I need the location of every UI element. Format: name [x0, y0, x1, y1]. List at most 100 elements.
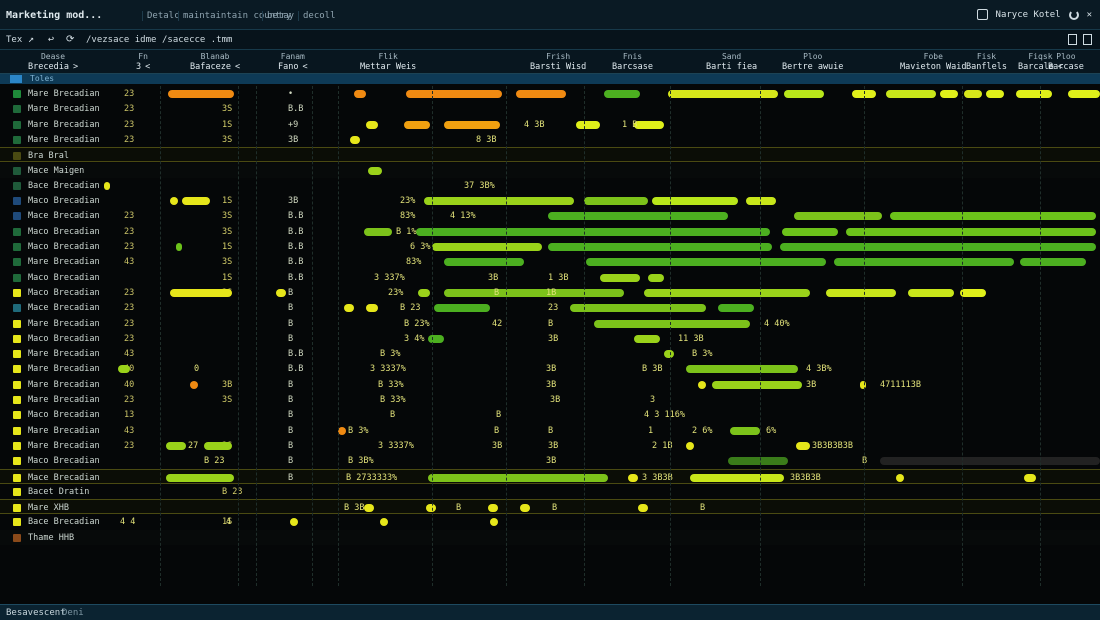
timeline-bar[interactable] [434, 304, 490, 312]
timeline-bar[interactable] [834, 258, 1014, 266]
close-icon[interactable]: ✕ [1086, 9, 1092, 20]
timeline-bar[interactable] [368, 167, 382, 175]
timeline-bar[interactable] [350, 136, 360, 144]
column-header-12[interactable]: Fiqsk Barcale < [1018, 52, 1063, 72]
user-label[interactable]: Naryce Kotel [995, 9, 1061, 20]
table-row[interactable]: Maco Brecadian 23 B 3 4% 3B 11 3B [0, 331, 1100, 346]
sort-caret-icon[interactable]: < [145, 62, 151, 72]
timeline-bar[interactable] [364, 228, 392, 236]
table-row[interactable]: Mare Brecadian40B.B03 3337%3BB 3B4 3B% [0, 361, 1100, 376]
back-icon[interactable]: ↩ [48, 34, 55, 45]
save-icon[interactable] [1068, 34, 1077, 45]
row-checkbox[interactable] [13, 442, 21, 450]
column-header-2[interactable]: Fn 3 < [136, 52, 150, 72]
timeline-bar[interactable] [668, 90, 778, 98]
timeline-bar[interactable] [406, 90, 502, 98]
window-icon[interactable] [976, 9, 988, 20]
timeline-bar[interactable] [686, 365, 798, 373]
row-checkbox[interactable] [13, 411, 21, 419]
row-checkbox[interactable] [13, 518, 21, 526]
column-header-13[interactable]: Ploo Barcase [1048, 52, 1084, 72]
timeline-bar[interactable] [170, 197, 178, 205]
path-2[interactable]: /sacecce .tmm [162, 35, 233, 45]
timeline-bar[interactable] [586, 258, 826, 266]
column-header-5[interactable]: Flik Mettar Weis [360, 52, 416, 72]
row-checkbox[interactable] [13, 212, 21, 220]
timeline-bar[interactable] [276, 289, 286, 297]
table-row[interactable]: Bacet Dratin B 23 [0, 484, 1100, 499]
row-checkbox[interactable] [13, 243, 21, 251]
table-row[interactable]: Maco Brecadian 1S B.B 3 337% 3B 1 3B [0, 270, 1100, 285]
sort-caret-icon[interactable]: < [1057, 62, 1063, 72]
timeline-bar[interactable] [728, 457, 788, 465]
table-row[interactable]: Mare Brecadian 23 B B 23% 42 B 4 40% [0, 316, 1100, 331]
timeline-bar[interactable] [600, 274, 640, 282]
timeline-bar[interactable] [182, 197, 210, 205]
row-checkbox[interactable] [13, 350, 21, 358]
arrow-icon[interactable]: ↗ [28, 34, 35, 45]
timeline-bar[interactable] [594, 320, 750, 328]
timeline-bar[interactable] [290, 518, 298, 526]
row-checkbox[interactable] [13, 90, 21, 98]
table-row[interactable]: Mace Brecadian 23 B B 23 23 [0, 300, 1100, 315]
table-row[interactable]: Mare Brecadian 43 B B 3% B B 1 2 6% 6% [0, 423, 1100, 438]
table-row[interactable]: Mare Brecadian 43 3S B.B 83% [0, 254, 1100, 269]
table-row[interactable]: Mare Brecadian 43 B.B B 3% B 3% [0, 346, 1100, 361]
timeline-bar[interactable] [118, 365, 130, 373]
table-row[interactable]: Mace Brecadian 23 3S B.B 83% 4 13% [0, 208, 1100, 223]
timeline-bar[interactable] [986, 90, 1004, 98]
timeline-bar[interactable] [570, 304, 706, 312]
timeline-bar[interactable] [366, 121, 378, 129]
table-row[interactable]: Mare Brecadian 23 3S B B 33% 3B 3 [0, 392, 1100, 407]
timeline-bar[interactable] [780, 243, 1096, 251]
timeline-bar[interactable] [784, 90, 824, 98]
timeline-bar[interactable] [168, 90, 234, 98]
timeline-bar[interactable] [444, 258, 524, 266]
row-checkbox[interactable] [13, 335, 21, 343]
timeline-bar[interactable] [826, 289, 896, 297]
row-checkbox[interactable] [13, 457, 21, 465]
row-checkbox[interactable] [13, 228, 21, 236]
timeline-bar[interactable] [428, 335, 444, 343]
table-row[interactable]: Thame HHB [0, 530, 1100, 545]
sort-caret-icon[interactable]: < [302, 62, 308, 72]
timeline-bar[interactable] [166, 474, 234, 482]
timeline-bar[interactable] [782, 228, 838, 236]
row-checkbox[interactable] [13, 182, 21, 190]
timeline-bar[interactable] [426, 504, 436, 512]
timeline-bar[interactable] [908, 289, 954, 297]
column-header-4[interactable]: Fanam Fano < [278, 52, 308, 72]
menu-item-4[interactable]: decoll [298, 11, 340, 21]
timeline-bar[interactable] [846, 228, 1096, 236]
timeline-bar[interactable] [664, 350, 674, 358]
timeline-bar[interactable] [730, 427, 760, 435]
row-checkbox[interactable] [13, 396, 21, 404]
table-row[interactable]: Maco Brecadian 1S 3B 23% [0, 193, 1100, 208]
row-checkbox[interactable] [13, 488, 21, 496]
doc-icon[interactable] [1083, 34, 1092, 45]
timeline-bar[interactable] [652, 197, 738, 205]
table-row[interactable]: Mare Brecadian 23 3S B.B [0, 101, 1100, 116]
table-row[interactable]: Mare Brecadian 23 1S +9 4 3B 1 B [0, 117, 1100, 132]
column-header-10[interactable]: Fobe Mavieton Waid [900, 52, 967, 72]
timeline-bar[interactable] [380, 518, 388, 526]
row-checkbox[interactable] [13, 121, 21, 129]
select-all-checkbox[interactable] [10, 75, 22, 83]
table-row[interactable]: Mare Brecadian 23 3S 3B 8 3B [0, 132, 1100, 147]
table-row[interactable]: Mare Brecadian 40 3B B B 33% 3B 3B 4711113B [0, 377, 1100, 392]
timeline-bar[interactable] [634, 335, 660, 343]
column-header-9[interactable]: Ploo Bertre awuie [782, 52, 843, 72]
menu-item-1[interactable]: Detalc [142, 11, 184, 21]
timeline-bar[interactable] [698, 381, 706, 389]
table-row[interactable]: Maco Brecadian 13 B B B 4 3 116% [0, 407, 1100, 422]
timeline-bar[interactable] [960, 289, 986, 297]
timeline-bar[interactable] [416, 228, 770, 236]
table-row[interactable]: Bace Brecadian 1S 4 4 4 [0, 514, 1100, 529]
column-header-11[interactable]: Fisk Banflels [966, 52, 1007, 72]
timeline-bar[interactable] [638, 504, 648, 512]
timeline-bar[interactable] [1068, 90, 1100, 98]
timeline-bar[interactable] [628, 474, 638, 482]
timeline-bar[interactable] [648, 274, 664, 282]
timeline-bar[interactable] [860, 381, 866, 389]
